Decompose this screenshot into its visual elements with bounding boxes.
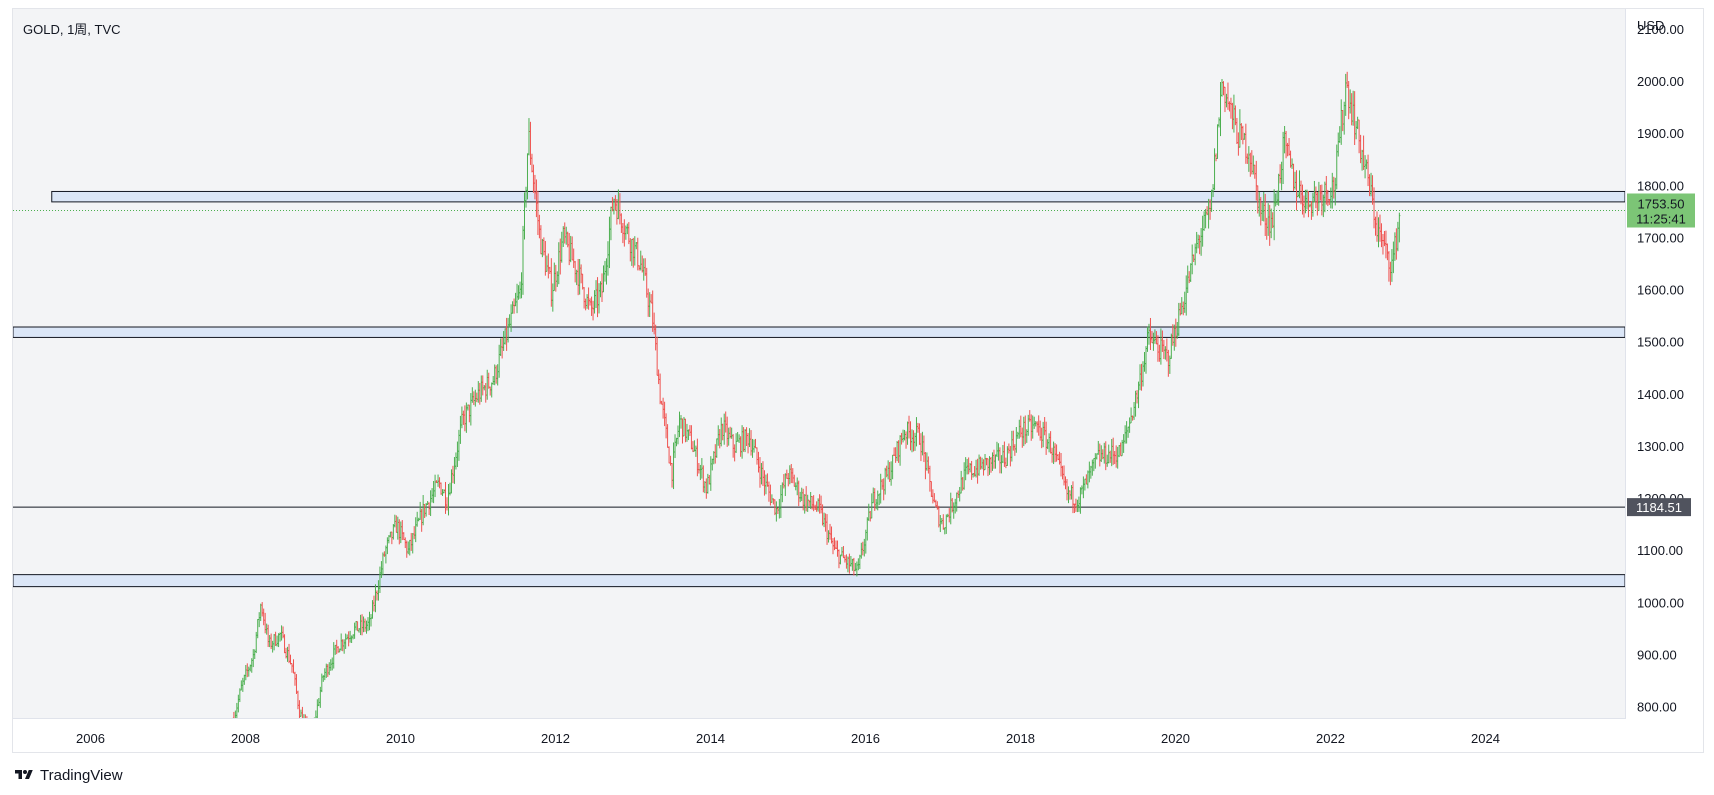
- zone-rect-0: [51, 190, 1625, 203]
- y-tick-label-9: 1700.00: [1637, 230, 1684, 245]
- y-tick-label-1: 900.00: [1637, 647, 1677, 662]
- tradingview-logo-icon: [15, 770, 33, 779]
- y-tick-label-5: 1300.00: [1637, 439, 1684, 454]
- footer-brand[interactable]: TradingView: [14, 765, 123, 785]
- y-tick-label-3: 1100.00: [1637, 543, 1683, 558]
- last-price-countdown: 11:25:41: [1636, 211, 1686, 226]
- last-price-value: 1753.50: [1638, 196, 1685, 211]
- y-tick-label-13: 2100.00: [1637, 22, 1684, 37]
- line-price-value: 1184.51: [1636, 500, 1682, 515]
- y-tick-label-12: 2000.00: [1637, 74, 1684, 89]
- x-tick-label-7: 2020: [1161, 731, 1190, 746]
- x-tick-label-9: 2024: [1471, 731, 1500, 746]
- chart-frame[interactable]: 800.00900.001000.001100.001200.001300.00…: [12, 8, 1704, 753]
- y-tick-label-7: 1500.00: [1637, 335, 1684, 350]
- y-tick-label-11: 1900.00: [1637, 126, 1684, 141]
- x-tick-label-3: 2012: [541, 731, 570, 746]
- x-tick-label-0: 2006: [76, 731, 105, 746]
- y-tick-label-8: 1600.00: [1637, 283, 1684, 298]
- x-tick-label-6: 2018: [1006, 731, 1035, 746]
- price-chart[interactable]: 800.00900.001000.001100.001200.001300.00…: [13, 9, 1705, 754]
- x-tick-label-1: 2008: [231, 731, 260, 746]
- x-tick-label-4: 2014: [696, 731, 725, 746]
- x-tick-label-8: 2022: [1316, 731, 1345, 746]
- y-tick-label-6: 1400.00: [1637, 387, 1684, 402]
- zone-rect-1: [13, 326, 1625, 338]
- y-tick-label-2: 1000.00: [1637, 595, 1684, 610]
- y-tick-label-10: 1800.00: [1637, 178, 1684, 193]
- line-price-badge-bg: [1627, 498, 1691, 517]
- symbol-label[interactable]: GOLD, 1周, TVC: [23, 22, 121, 37]
- last-price-badge-bg: [1627, 193, 1695, 228]
- x-tick-label-5: 2016: [851, 731, 880, 746]
- x-tick-label-2: 2010: [386, 731, 415, 746]
- brand-label: TradingView: [40, 766, 123, 784]
- zone-rect-2: [13, 574, 1625, 588]
- line-price-badge: 1184.51: [1627, 498, 1691, 517]
- plot-layer: [13, 71, 1625, 718]
- currency-label: USD: [1637, 18, 1665, 33]
- candles-layer: [232, 71, 1401, 718]
- y-tick-label-0: 800.00: [1637, 700, 1677, 715]
